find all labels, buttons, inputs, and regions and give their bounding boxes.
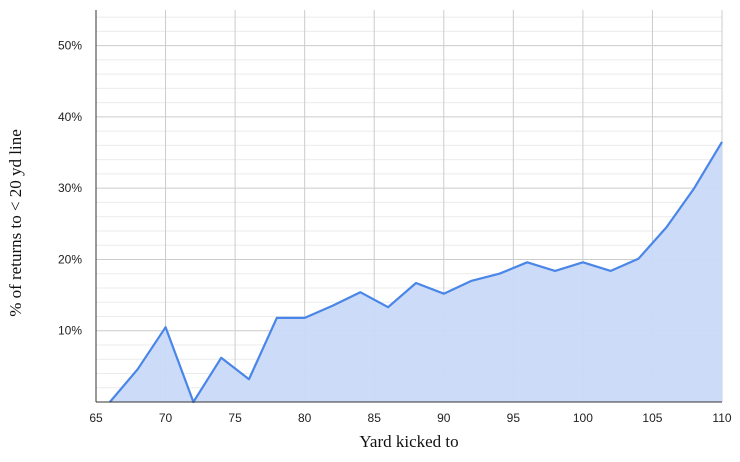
y-tick-label: 40%: [58, 110, 82, 124]
x-axis-title: Yard kicked to: [359, 432, 458, 451]
x-tick-label: 80: [298, 411, 312, 425]
series-line: [109, 141, 723, 404]
y-tick-label: 50%: [58, 39, 82, 53]
axes-layer: [95, 10, 722, 403]
series-layer: [109, 141, 723, 404]
y-tick-label: 20%: [58, 252, 82, 266]
x-tick-label: 95: [507, 411, 521, 425]
x-tick-label: 85: [368, 411, 382, 425]
x-tick-label: 75: [228, 411, 242, 425]
y-tick-label: 10%: [58, 324, 82, 338]
x-tick-label: 70: [159, 411, 173, 425]
y-axis-title: % of returns to < 20 yd line: [6, 129, 25, 317]
x-tick-label: 110: [712, 411, 731, 425]
series-area: [109, 141, 722, 402]
x-tick-label: 100: [573, 411, 593, 425]
tick-labels: 65 70 75 80 85 90 95 100 105 110 10% 20% 30% 40% 50%: [58, 39, 732, 425]
y-tick-label: 30%: [58, 181, 82, 195]
x-tick-label: 90: [437, 411, 451, 425]
x-tick-label: 65: [89, 411, 103, 425]
minor-gridlines: [96, 16, 722, 389]
x-tick-label: 105: [642, 411, 662, 425]
